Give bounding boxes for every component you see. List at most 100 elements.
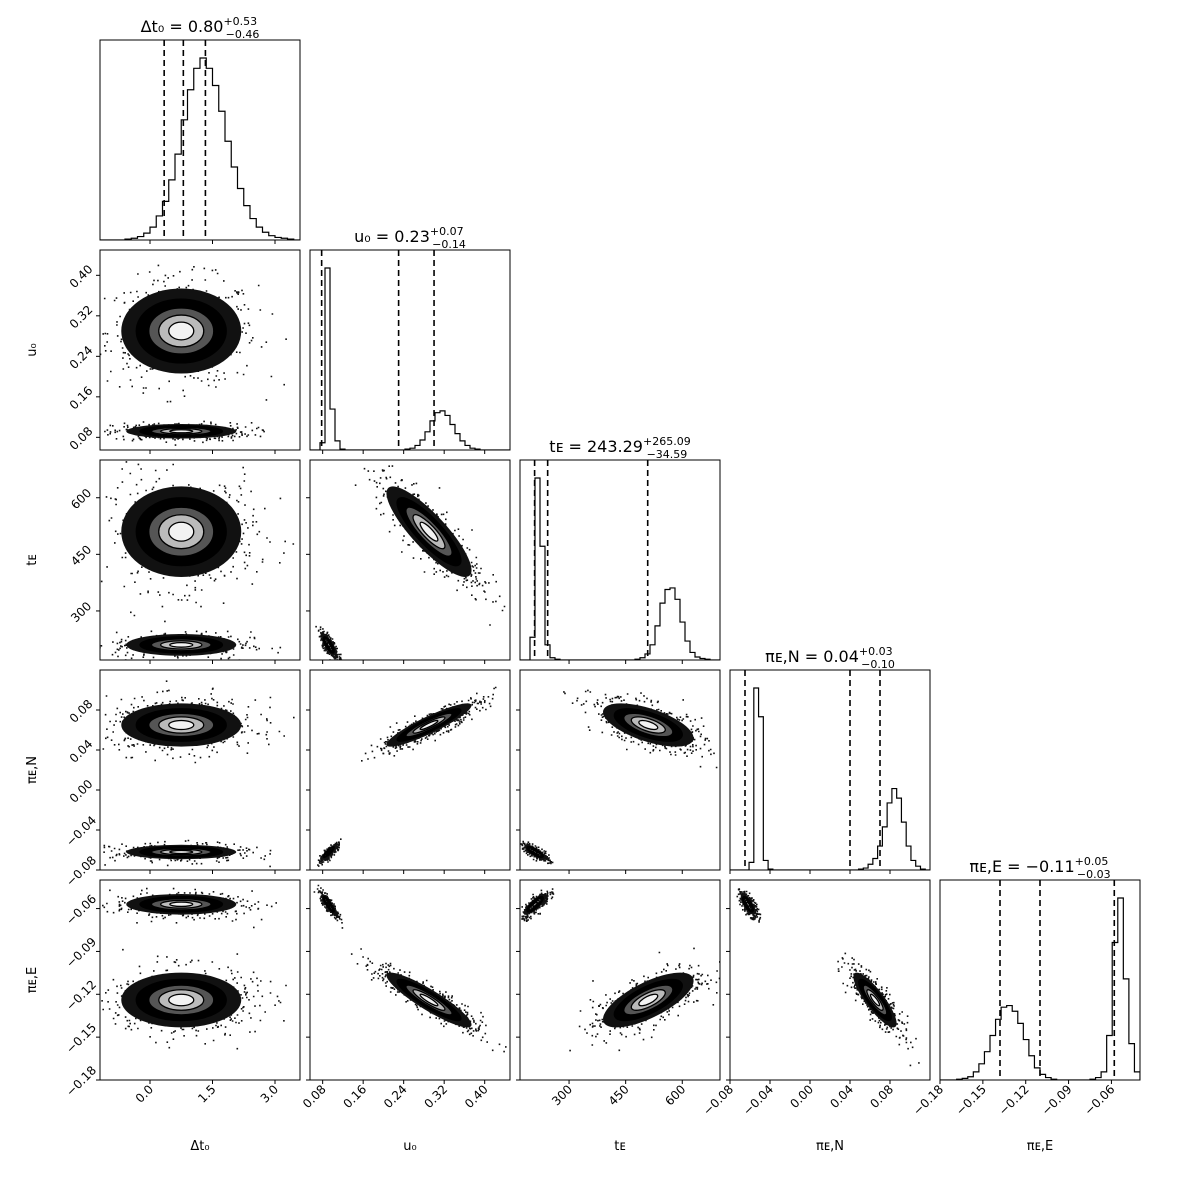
panel-title-tE: tᴇ = 243.29+265.09 −34.59 (549, 435, 690, 461)
histogram-tE (520, 477, 720, 660)
panel-frame (729, 879, 931, 1081)
panel-frame (99, 879, 301, 1081)
x-tick-label: 0.24 (381, 1082, 410, 1111)
x-tick-label: −0.09 (1039, 1082, 1075, 1118)
histogram-piEN (730, 687, 930, 870)
panel-title-piEN: πᴇ,N = 0.04+0.03 −0.10 (765, 645, 895, 671)
x-tick-label: 300 (549, 1082, 575, 1108)
density-contour-4 (532, 849, 539, 855)
panel-frame (99, 39, 301, 241)
x-tick-label: −0.04 (740, 1082, 776, 1118)
y-tick-label: 0.08 (67, 424, 96, 453)
x-tick-label: 1.5 (195, 1082, 218, 1105)
density-contour-4 (326, 641, 331, 648)
density-contour-4 (326, 901, 331, 908)
x-tick-label: 0.04 (827, 1082, 856, 1111)
scatter-panel-tE-piEE: 300 450 600 (516, 879, 721, 1108)
x-tick-label: 0.0 (133, 1082, 156, 1105)
x-tick-label: 0.08 (300, 1082, 329, 1111)
y-tick-label: −0.12 (63, 978, 99, 1014)
x-tick-label: 3.0 (258, 1082, 281, 1105)
y-axis-label-piEE: πᴇ,E (25, 967, 40, 994)
density-contour-4 (168, 321, 195, 341)
y-tick-label: 600 (68, 486, 94, 512)
y-tick-label: 0.24 (67, 343, 96, 372)
panel-frame (99, 249, 301, 451)
density-contour-4 (745, 901, 751, 908)
y-tick-label: 450 (68, 542, 94, 568)
panel-frame (99, 459, 301, 661)
scatter-panel-u0-piEE: 0.08 0.16 0.24 0.32 0.40 (300, 879, 511, 1111)
panel-title-dt0: Δt₀ = 0.80+0.53 −0.46 (141, 15, 260, 41)
histogram-dt0 (100, 57, 300, 240)
scatter-panel-dt0-piEE: 0.0 1.5 3.0 −0.18 −0.15 −0.12 −0.09 −0.06 (63, 879, 301, 1106)
hist-panel-piEE: πᴇ,E = −0.11+0.05 −0.03−0.18 −0.15 −0.12 −0.… (910, 855, 1141, 1118)
hist-panel-u0: u₀ = 0.23+0.07 −0.14 (309, 225, 511, 454)
panel-frame (519, 459, 721, 661)
scatter-panel-tE-piEN (516, 669, 721, 874)
y-tick-label: 0.04 (67, 737, 96, 766)
density-contour-4 (169, 901, 194, 908)
x-axis-label-tE: tᴇ (614, 1139, 625, 1154)
y-tick-label: −0.15 (63, 1020, 99, 1056)
panel-frame (309, 249, 511, 451)
density-contour-4 (532, 901, 539, 908)
y-axis-label-tE: tᴇ (25, 554, 40, 565)
panel-frame (939, 879, 1141, 1081)
x-tick-label: 450 (606, 1082, 632, 1108)
histogram-piEE (940, 897, 1140, 1080)
density-contour-4 (419, 521, 439, 542)
x-tick-label: −0.12 (996, 1082, 1032, 1118)
density-contour-4 (638, 993, 659, 1007)
density-contour-4 (326, 849, 331, 855)
panel-frame (519, 879, 721, 1081)
hist-panel-piEN: πᴇ,N = 0.04+0.03 −0.10 (729, 645, 931, 874)
x-tick-label: 0.00 (787, 1082, 816, 1111)
density-contour-4 (638, 719, 659, 731)
hist-panel-tE: tᴇ = 243.29+265.09 −34.59 (519, 435, 721, 664)
scatter-panel-u0-tE (306, 459, 511, 664)
x-axis-label-u0: u₀ (403, 1139, 416, 1154)
scatter-points (100, 887, 277, 924)
y-tick-label: 0.16 (67, 384, 96, 413)
panel-frame (309, 879, 511, 1081)
histogram-u0 (310, 267, 510, 450)
x-tick-label: −0.08 (700, 1082, 736, 1118)
panel-frame (99, 669, 301, 871)
x-axis-label-piEE: πᴇ,E (1027, 1139, 1054, 1154)
panel-title-u0: u₀ = 0.23+0.07 −0.14 (354, 225, 466, 251)
scatter-panel-piEN-piEE: −0.08 −0.04 0.00 0.04 0.08 (700, 879, 931, 1118)
y-tick-label: −0.08 (63, 853, 99, 889)
panel-title-piEE: πᴇ,E = −0.11+0.05 −0.03 (969, 855, 1110, 881)
panel-frame (729, 669, 931, 871)
panel-frame (309, 669, 511, 871)
y-tick-label: −0.04 (63, 813, 99, 849)
y-tick-label: −0.18 (63, 1063, 99, 1099)
y-tick-label: 0.32 (67, 303, 96, 332)
y-tick-label: −0.09 (63, 935, 99, 971)
scatter-panel-dt0-tE: 300 450 600 (68, 459, 301, 664)
density-contour-4 (419, 993, 439, 1007)
x-tick-label: 0.16 (340, 1082, 369, 1111)
scatter-panel-u0-piEN (306, 669, 511, 874)
density-contour-4 (169, 429, 194, 434)
scatter-panel-dt0-u0: 0.08 0.16 0.24 0.32 0.40 (67, 249, 301, 454)
density-contour-4 (168, 993, 195, 1007)
y-axis-label-piEN: πᴇ,N (25, 756, 40, 784)
x-axis-label-dt0: Δt₀ (190, 1139, 209, 1154)
panel-frame (309, 459, 511, 661)
y-axis-label-u0: u₀ (25, 343, 40, 356)
hist-panel-dt0: Δt₀ = 0.80+0.53 −0.46 (99, 15, 301, 244)
y-tick-label: 300 (68, 599, 94, 625)
density-contour-4 (419, 719, 439, 731)
x-axis-label-piEN: πᴇ,N (816, 1139, 844, 1154)
x-tick-label: 0.40 (462, 1082, 491, 1111)
panel-frame (519, 669, 721, 871)
y-tick-label: 0.40 (67, 262, 96, 291)
y-tick-label: 0.08 (67, 697, 96, 726)
y-tick-label: 0.00 (67, 777, 96, 806)
x-tick-label: 0.32 (422, 1082, 451, 1111)
density-contour-4 (168, 719, 195, 731)
x-tick-label: 0.08 (867, 1082, 896, 1111)
density-contour-4 (168, 521, 195, 542)
